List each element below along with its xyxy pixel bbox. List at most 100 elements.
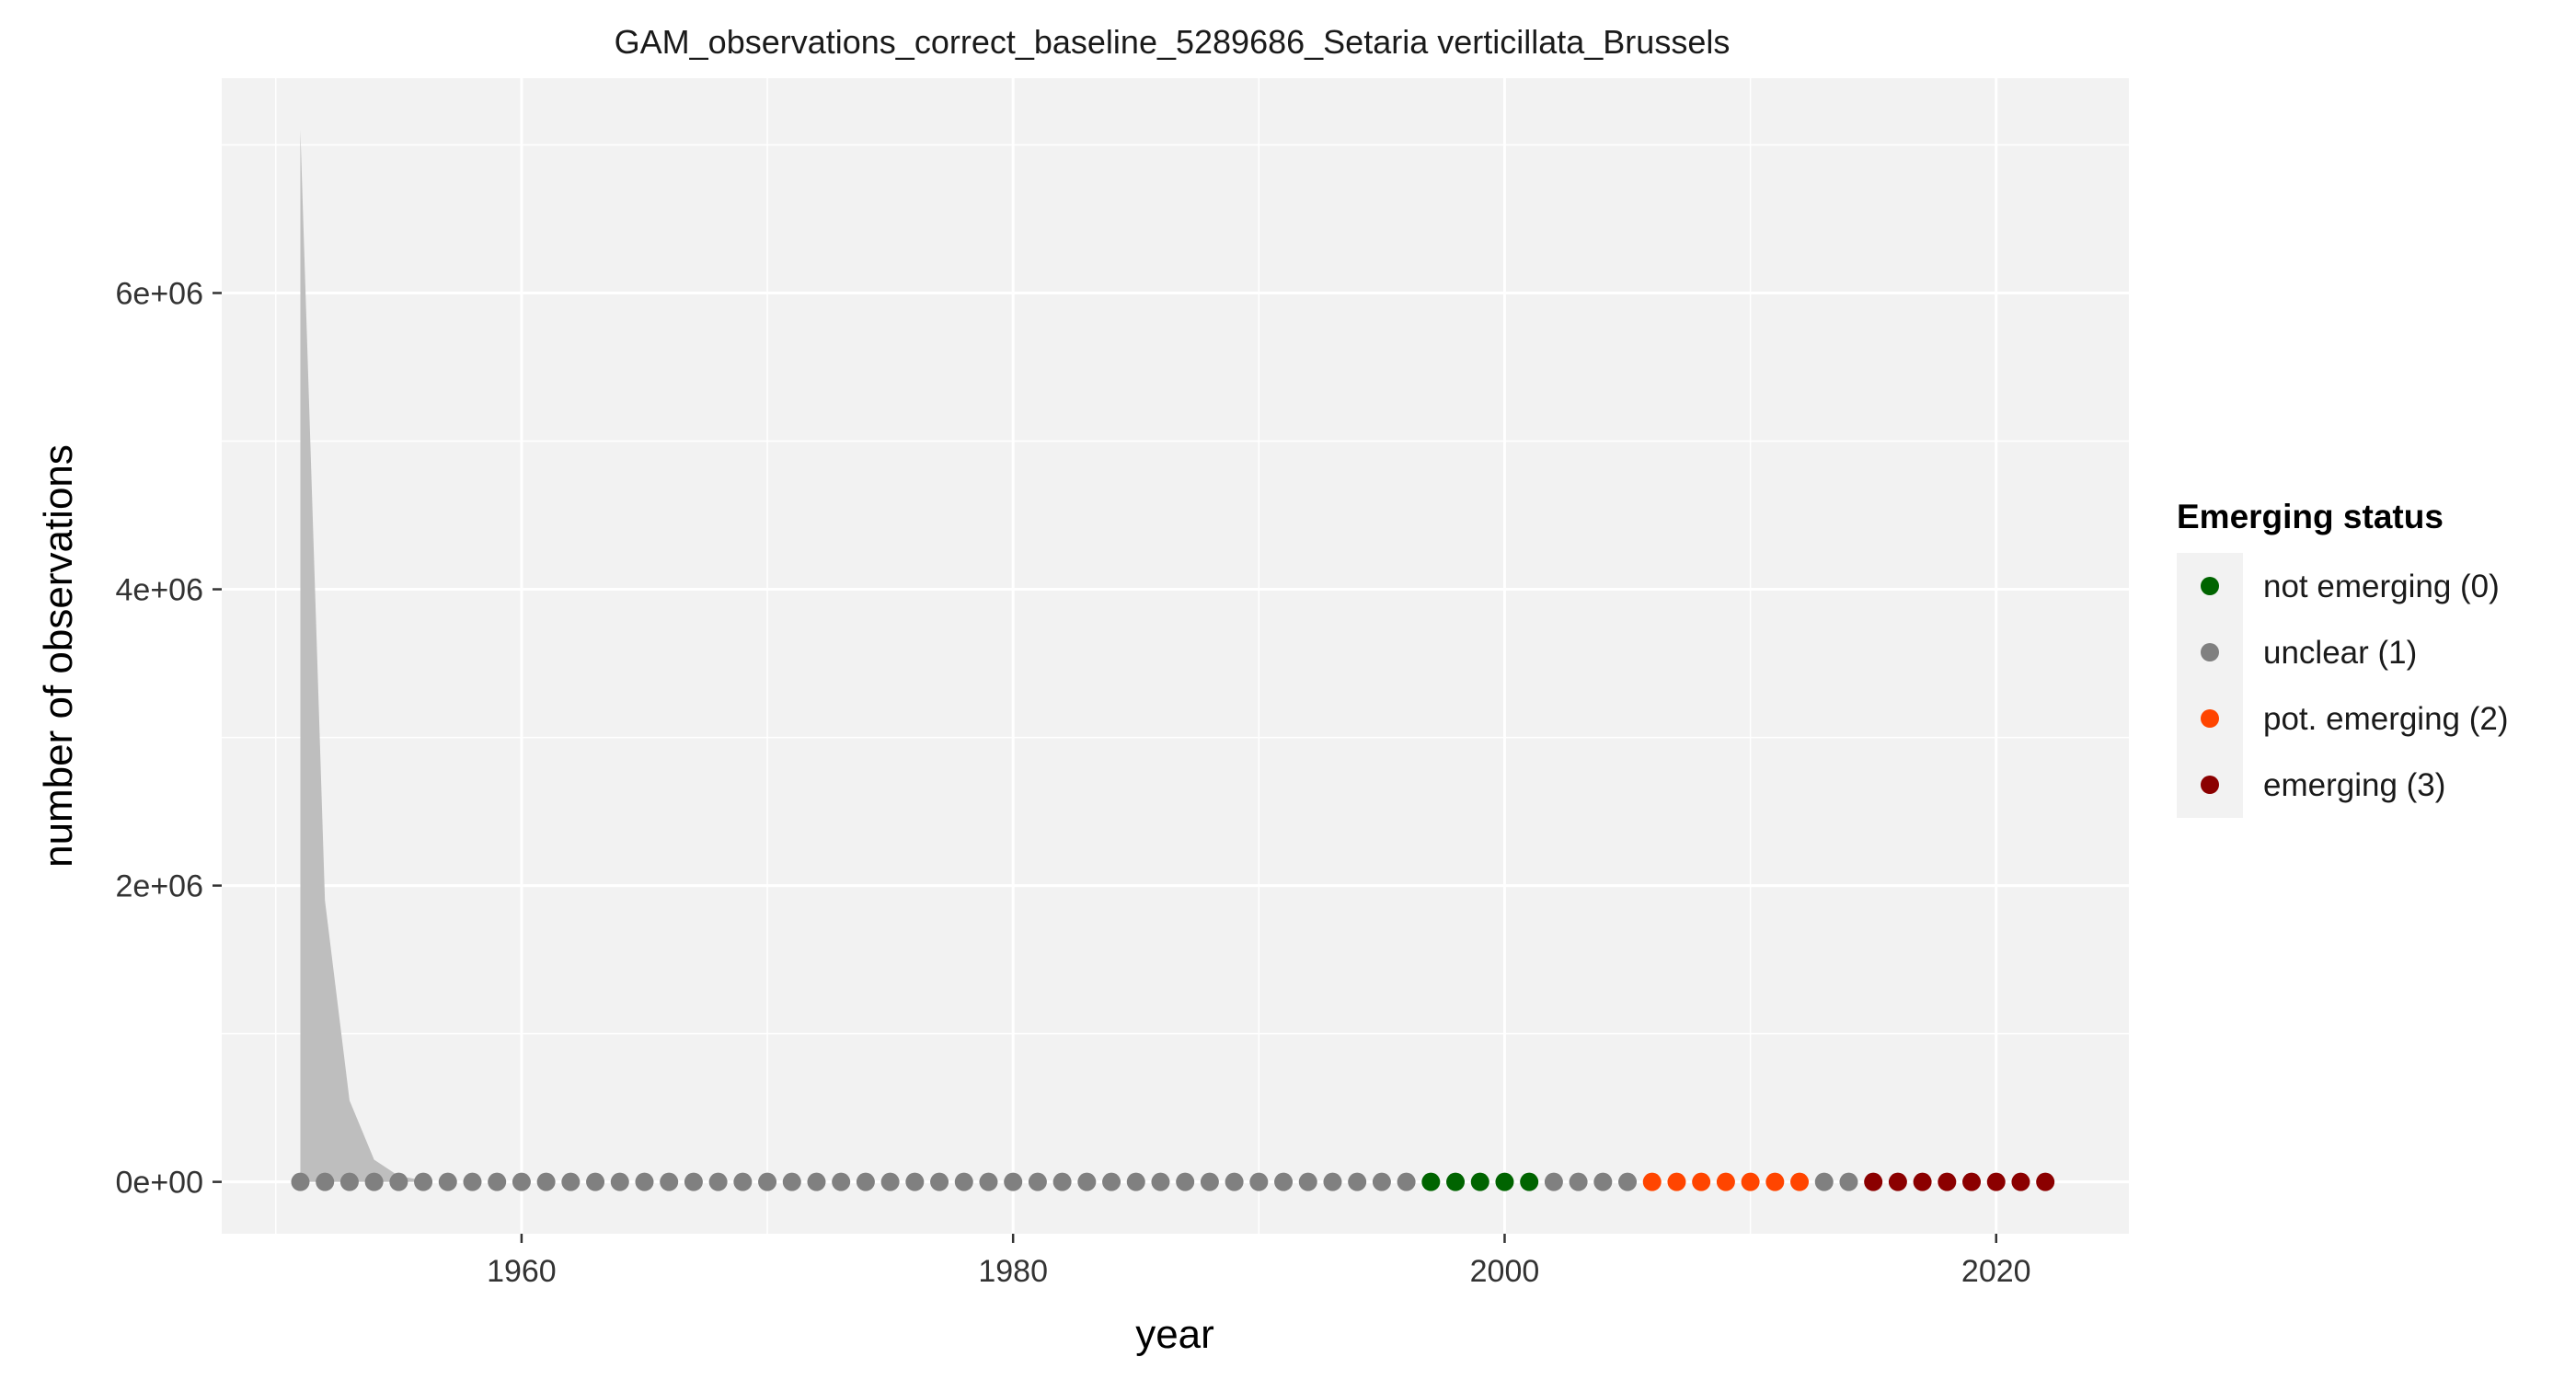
chart-title: GAM_observations_correct_baseline_528968…	[615, 23, 1731, 61]
y-tick-label: 0e+00	[116, 1166, 204, 1201]
data-point	[1052, 1172, 1072, 1191]
data-point	[807, 1172, 826, 1191]
data-point	[733, 1172, 753, 1191]
data-point	[536, 1172, 556, 1191]
data-point	[1569, 1172, 1588, 1191]
confidence-band	[300, 130, 424, 1182]
data-point	[1151, 1172, 1170, 1191]
data-point	[414, 1172, 433, 1191]
data-point	[1446, 1172, 1466, 1191]
legend-swatch	[2201, 776, 2219, 794]
y-tick-label: 4e+06	[116, 573, 204, 608]
data-point	[561, 1172, 581, 1191]
data-point	[1667, 1172, 1686, 1191]
data-point	[1642, 1172, 1662, 1191]
data-point	[856, 1172, 875, 1191]
legend-swatch	[2201, 709, 2219, 728]
legend: Emerging status not emerging (0) unclear …	[2177, 498, 2509, 818]
data-point	[635, 1172, 654, 1191]
data-point	[1225, 1172, 1244, 1191]
grid-major	[222, 78, 2129, 1234]
data-point	[1470, 1172, 1489, 1191]
data-point	[438, 1172, 457, 1191]
data-point	[1520, 1172, 1539, 1191]
data-point	[291, 1172, 310, 1191]
data-point	[463, 1172, 482, 1191]
data-point	[1864, 1172, 1883, 1191]
data-point	[1298, 1172, 1317, 1191]
points-layer	[291, 1172, 2055, 1191]
data-point	[758, 1172, 777, 1191]
data-point	[1004, 1172, 1023, 1191]
data-point	[1028, 1172, 1047, 1191]
data-point	[1913, 1172, 1932, 1191]
data-point	[1716, 1172, 1735, 1191]
data-point	[930, 1172, 949, 1191]
data-point	[905, 1172, 925, 1191]
data-point	[832, 1172, 851, 1191]
data-point	[1102, 1172, 1121, 1191]
data-point	[1372, 1172, 1391, 1191]
data-point	[1323, 1172, 1342, 1191]
data-point	[2036, 1172, 2055, 1191]
data-point	[1421, 1172, 1441, 1191]
data-point	[610, 1172, 629, 1191]
x-axis-title: year	[1135, 1312, 1214, 1357]
data-point	[389, 1172, 408, 1191]
data-point	[488, 1172, 507, 1191]
data-point	[1839, 1172, 1858, 1191]
y-axis: 0e+00 2e+06 4e+06 6e+06	[116, 276, 222, 1201]
data-point	[339, 1172, 359, 1191]
data-point	[1986, 1172, 2006, 1191]
y-tick-label: 2e+06	[116, 869, 204, 904]
plot-panel	[222, 78, 2129, 1234]
x-tick-label: 1980	[978, 1254, 1048, 1289]
data-point	[1249, 1172, 1269, 1191]
legend-label: unclear (1)	[2263, 635, 2417, 671]
data-point	[880, 1172, 900, 1191]
data-point	[1544, 1172, 1563, 1191]
data-point	[1593, 1172, 1613, 1191]
data-point	[1790, 1172, 1810, 1191]
data-point	[1397, 1172, 1416, 1191]
data-point	[1692, 1172, 1711, 1191]
y-axis-title: number of observations	[36, 444, 81, 868]
legend-label: not emerging (0)	[2263, 569, 2500, 604]
data-point	[1741, 1172, 1760, 1191]
data-point	[684, 1172, 703, 1191]
data-point	[364, 1172, 384, 1191]
data-point	[1495, 1172, 1514, 1191]
legend-title: Emerging status	[2177, 498, 2444, 535]
data-point	[1348, 1172, 1367, 1191]
data-point	[1200, 1172, 1219, 1191]
legend-label: emerging (3)	[2263, 767, 2445, 803]
y-tick-label: 6e+06	[116, 276, 204, 311]
x-tick-label: 2020	[1961, 1254, 2031, 1289]
data-point	[1962, 1172, 1982, 1191]
data-point	[660, 1172, 679, 1191]
data-point	[708, 1172, 728, 1191]
x-axis: 1960 1980 2000 2020	[487, 1234, 2031, 1289]
data-point	[954, 1172, 973, 1191]
data-point	[586, 1172, 605, 1191]
legend-key-background	[2177, 553, 2243, 818]
data-point	[1814, 1172, 1834, 1191]
x-tick-label: 1960	[487, 1254, 557, 1289]
data-point	[1176, 1172, 1195, 1191]
legend-swatch	[2201, 643, 2219, 661]
data-point	[1077, 1172, 1097, 1191]
legend-label: pot. emerging (2)	[2263, 701, 2509, 737]
data-point	[316, 1172, 335, 1191]
data-point	[782, 1172, 801, 1191]
data-point	[2011, 1172, 2030, 1191]
grid-minor	[222, 78, 2129, 1234]
data-point	[1765, 1172, 1785, 1191]
confidence-band-layer	[300, 130, 424, 1182]
legend-swatch	[2201, 577, 2219, 595]
data-point	[1888, 1172, 1907, 1191]
data-point	[512, 1172, 531, 1191]
x-tick-label: 2000	[1470, 1254, 1540, 1289]
data-point	[1618, 1172, 1638, 1191]
